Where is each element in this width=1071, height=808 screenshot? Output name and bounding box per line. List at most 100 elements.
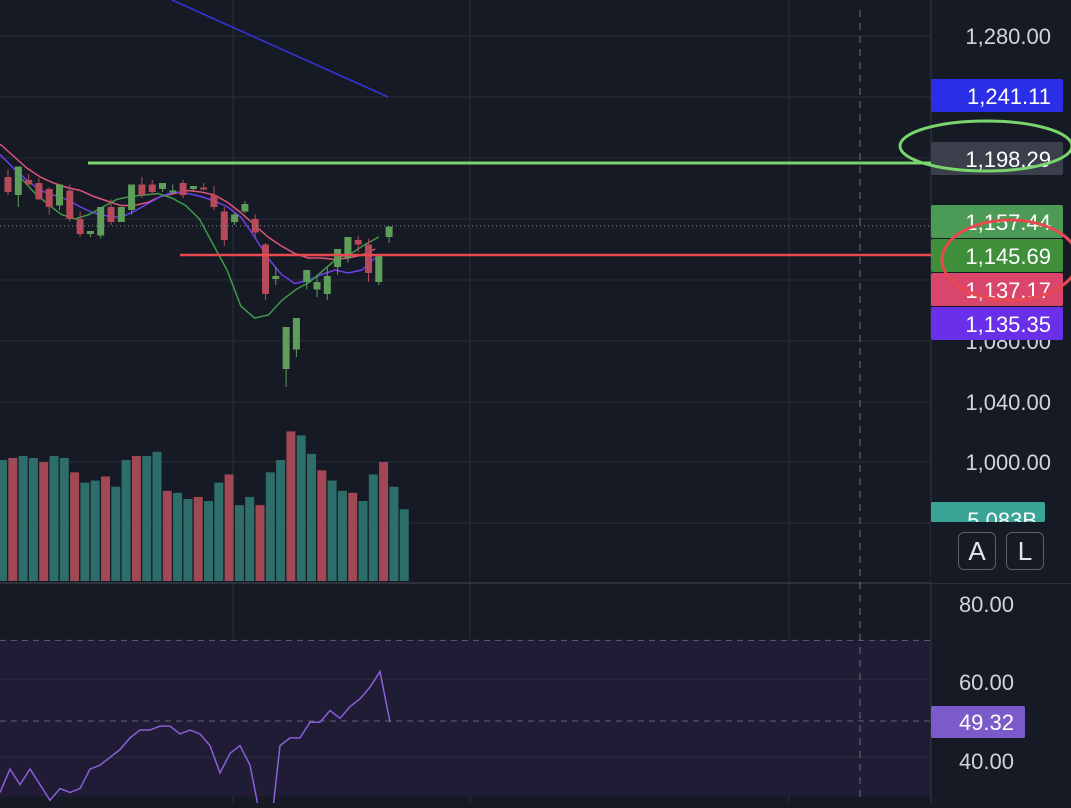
volume-bar <box>286 431 296 581</box>
rsi-background-band <box>0 640 931 797</box>
candle-body <box>107 207 115 222</box>
candle-body <box>385 226 393 237</box>
volume-bar <box>368 474 378 581</box>
candle-body <box>231 214 239 222</box>
candle-body <box>86 231 94 234</box>
price-tick-label-2: 1,000.00 <box>965 450 1051 475</box>
candle-body <box>25 180 33 185</box>
candle-body <box>313 282 321 290</box>
candle-body <box>97 207 105 236</box>
volume-bar <box>101 476 110 581</box>
candle-body <box>354 240 362 245</box>
red-ellipse-annotation[interactable] <box>940 218 1071 302</box>
rsi-tick-label-1: 60.00 <box>959 670 1014 695</box>
volume-bar <box>255 505 265 581</box>
candle-body <box>189 186 197 189</box>
rsi-tick-label-2: 40.00 <box>959 749 1014 774</box>
candle-body <box>303 270 311 282</box>
volume-bar <box>0 460 7 581</box>
log-scale-button[interactable]: L <box>1006 532 1044 570</box>
volume-bar <box>173 492 183 581</box>
volume-bar <box>162 490 172 581</box>
candle-body <box>45 189 53 207</box>
volume-bar <box>327 480 337 581</box>
candle-body <box>14 166 22 195</box>
price-label-text-ma-blue: 1,241.11 <box>967 84 1051 109</box>
volume-bar <box>142 455 152 581</box>
volume-bar <box>389 486 399 581</box>
volume-bar <box>296 435 306 581</box>
volume-bar <box>8 458 18 581</box>
green-ellipse-annotation[interactable] <box>898 119 1071 173</box>
price-label-text-ma-green: 1,145.69 <box>965 244 1051 269</box>
volume-bar <box>245 496 255 581</box>
volume-bar <box>265 472 275 581</box>
price-label-ma-purple[interactable] <box>931 307 1063 340</box>
volume-bar <box>193 496 203 581</box>
volume-bar <box>111 486 121 581</box>
candle-body <box>272 276 280 279</box>
rsi-tick-label-0: 80.00 <box>959 592 1014 617</box>
candle-body <box>159 183 166 189</box>
volume-bar <box>276 460 286 581</box>
price-label-ma-green[interactable] <box>931 239 1063 272</box>
candle-body <box>35 183 43 200</box>
volume-bar <box>379 462 389 581</box>
candle-body <box>4 177 12 192</box>
price-tick-label-1: 1,040.00 <box>965 390 1051 415</box>
candle-body <box>344 237 352 258</box>
volume-bar <box>317 470 327 581</box>
candle-body <box>262 244 269 294</box>
price-label-ma-blue[interactable] <box>931 79 1063 112</box>
volume-bar <box>28 458 38 581</box>
volume-bar <box>18 455 28 581</box>
volume-bar <box>49 455 59 581</box>
volume-bar <box>337 490 347 581</box>
candle-body <box>200 187 208 190</box>
rsi-value-label <box>931 706 1025 738</box>
candle-body <box>138 184 146 195</box>
volume-bar <box>183 499 193 581</box>
candle-body <box>292 318 300 350</box>
candle-body <box>210 195 218 207</box>
candle-body <box>169 190 177 193</box>
candle-body <box>334 249 342 267</box>
price-tick-label-0: 1,280.00 <box>965 24 1051 49</box>
candle-body <box>251 219 259 233</box>
candle-body <box>365 244 372 273</box>
ma-green-line <box>19 176 380 319</box>
auto-scale-button[interactable]: A <box>958 532 996 570</box>
volume-bar <box>399 509 409 581</box>
volume-bar <box>152 451 162 581</box>
volume-bar <box>234 505 244 581</box>
volume-bar <box>214 482 224 581</box>
candle-body <box>56 184 63 206</box>
candle-body <box>375 255 383 282</box>
candle-body <box>117 207 125 222</box>
candle-body <box>323 276 331 294</box>
volume-bar <box>131 455 141 581</box>
volume-price-label <box>931 502 1045 522</box>
volume-bar <box>90 480 100 581</box>
candle-body <box>241 204 249 212</box>
volume-bar <box>358 501 368 581</box>
candle-body <box>148 184 156 192</box>
candle-body <box>66 190 74 219</box>
candle-body <box>76 219 84 234</box>
volume-bar <box>224 474 234 581</box>
price-label-text-horizontal-line-green: 1,198.29 <box>965 147 1051 172</box>
volume-bar <box>59 458 69 581</box>
volume-bar <box>39 462 49 581</box>
candle-body <box>282 327 290 369</box>
volume-bar <box>204 501 213 581</box>
rsi-value-label-text: 49.32 <box>959 710 1014 735</box>
volume-bar <box>70 472 80 581</box>
rsi-line <box>0 669 391 808</box>
volume-bar <box>348 492 358 581</box>
volume-bar <box>121 460 131 581</box>
volume-label-mask <box>931 522 1071 582</box>
volume-bar <box>307 453 316 581</box>
ma-blue-line <box>171 0 389 98</box>
